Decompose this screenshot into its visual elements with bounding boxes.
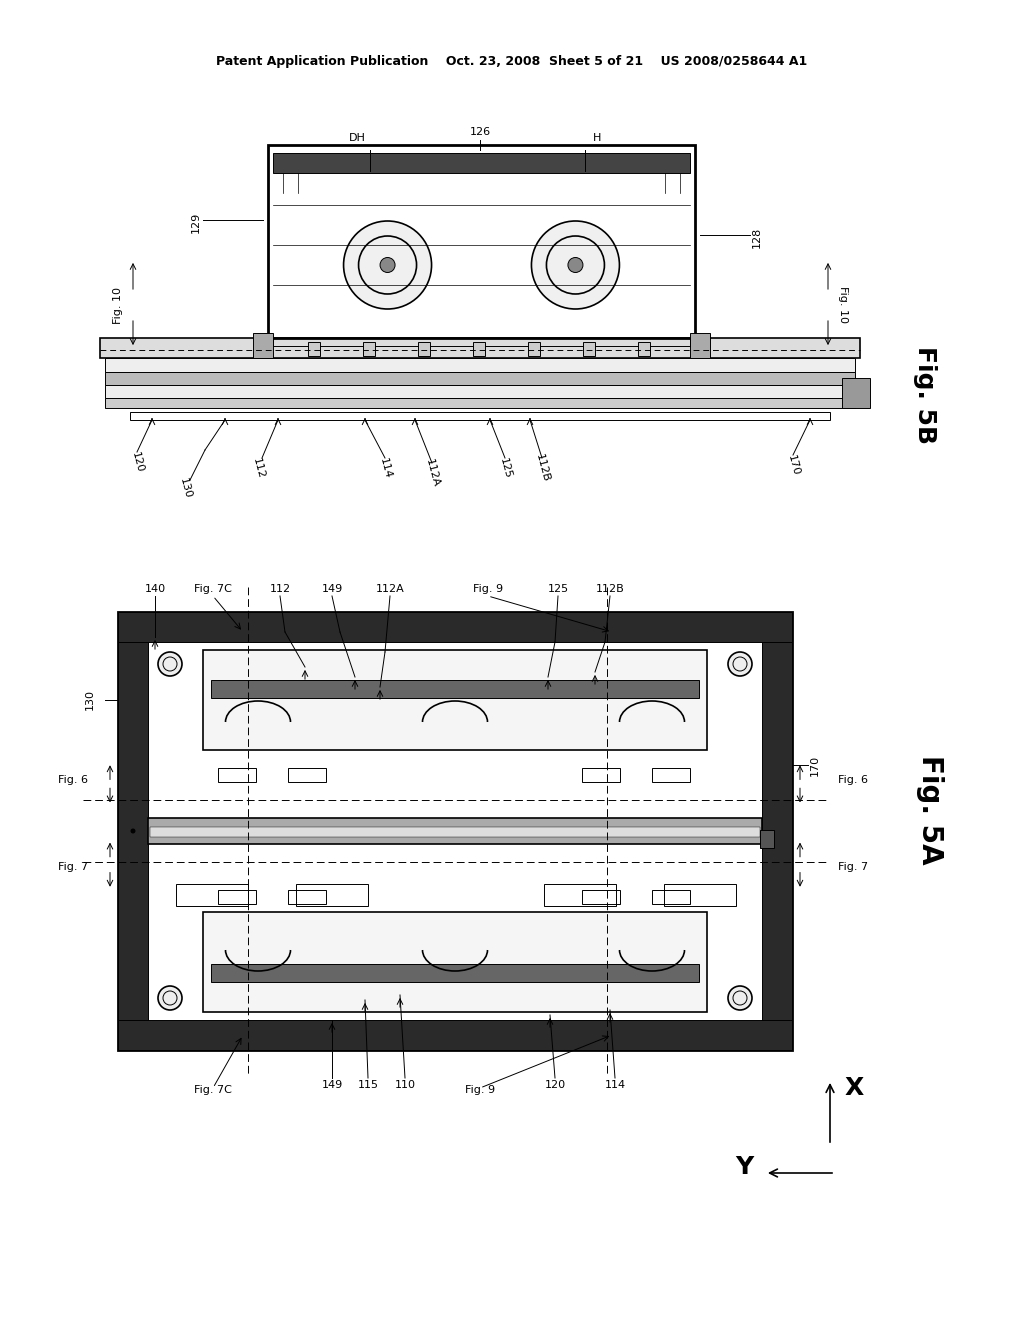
Text: 112B: 112B xyxy=(534,453,551,483)
Text: 114: 114 xyxy=(604,1080,626,1090)
Text: 120: 120 xyxy=(545,1080,565,1090)
Text: 125: 125 xyxy=(498,457,513,479)
Bar xyxy=(218,768,256,781)
Bar xyxy=(760,830,774,847)
Text: 112A: 112A xyxy=(376,583,404,594)
Text: X: X xyxy=(845,1076,864,1100)
Text: H: H xyxy=(593,133,602,143)
Text: DH: DH xyxy=(349,133,366,143)
Bar xyxy=(211,964,699,982)
Text: 125: 125 xyxy=(548,583,568,594)
Text: 149: 149 xyxy=(322,1080,343,1090)
Bar xyxy=(664,883,736,906)
Bar xyxy=(308,342,319,356)
Ellipse shape xyxy=(344,220,431,309)
Bar xyxy=(544,883,616,906)
Ellipse shape xyxy=(728,986,752,1010)
Text: 114: 114 xyxy=(378,457,392,479)
Bar xyxy=(273,338,690,346)
Bar xyxy=(638,342,650,356)
Text: 128: 128 xyxy=(752,226,762,248)
Bar xyxy=(118,612,792,642)
Text: Fig. 5A: Fig. 5A xyxy=(916,755,944,865)
Text: 112B: 112B xyxy=(596,583,625,594)
Text: Fig. 7C: Fig. 7C xyxy=(195,1085,232,1096)
Ellipse shape xyxy=(158,652,182,676)
Ellipse shape xyxy=(158,986,182,1010)
Bar xyxy=(105,358,855,372)
Text: 170: 170 xyxy=(785,454,801,477)
Text: 130: 130 xyxy=(177,477,193,499)
Bar xyxy=(118,612,792,1049)
Bar xyxy=(176,883,248,906)
Bar xyxy=(203,912,707,1012)
Text: Fig. 7: Fig. 7 xyxy=(58,862,88,871)
Text: 112A: 112A xyxy=(424,458,440,488)
Bar xyxy=(288,768,326,781)
Text: 120: 120 xyxy=(129,450,144,474)
Ellipse shape xyxy=(728,652,752,676)
Bar xyxy=(583,342,595,356)
Bar xyxy=(105,399,855,408)
Text: Y: Y xyxy=(735,1155,753,1179)
Bar xyxy=(528,342,540,356)
Text: Fig. 10: Fig. 10 xyxy=(113,286,123,323)
Bar xyxy=(418,342,430,356)
Bar xyxy=(842,378,870,408)
Bar xyxy=(150,828,760,837)
Bar xyxy=(652,890,690,904)
Text: Fig. 7: Fig. 7 xyxy=(838,862,868,871)
Ellipse shape xyxy=(130,829,135,833)
Text: Fig. 6: Fig. 6 xyxy=(58,775,88,785)
Bar xyxy=(105,385,855,399)
Bar xyxy=(130,412,830,420)
Text: 170: 170 xyxy=(810,755,820,776)
Text: 140: 140 xyxy=(144,583,166,594)
Text: Fig. 6: Fig. 6 xyxy=(838,775,868,785)
Bar xyxy=(148,818,762,843)
Text: 149: 149 xyxy=(322,583,343,594)
Text: 129: 129 xyxy=(191,211,201,232)
Text: Fig. 9: Fig. 9 xyxy=(473,583,503,594)
Text: 115: 115 xyxy=(357,1080,379,1090)
Bar xyxy=(296,883,368,906)
Bar xyxy=(652,768,690,781)
Text: Fig. 10: Fig. 10 xyxy=(838,286,848,323)
Text: Fig. 7C: Fig. 7C xyxy=(195,583,232,594)
Text: Fig. 9: Fig. 9 xyxy=(465,1085,495,1096)
Bar xyxy=(118,612,148,1049)
Bar xyxy=(105,372,855,385)
Bar xyxy=(473,342,485,356)
Text: 112: 112 xyxy=(251,457,265,479)
Ellipse shape xyxy=(568,257,583,272)
Ellipse shape xyxy=(380,257,395,272)
Bar xyxy=(762,612,792,1049)
Bar xyxy=(253,333,273,358)
Text: 110: 110 xyxy=(394,1080,416,1090)
Text: 126: 126 xyxy=(469,127,490,137)
Bar xyxy=(218,890,256,904)
Bar xyxy=(268,145,695,338)
Bar xyxy=(118,1020,792,1049)
Bar xyxy=(362,342,375,356)
Bar xyxy=(582,768,620,781)
Bar xyxy=(203,649,707,750)
Bar xyxy=(288,890,326,904)
Ellipse shape xyxy=(531,220,620,309)
Text: 112: 112 xyxy=(269,583,291,594)
Bar xyxy=(690,333,710,358)
Text: 130: 130 xyxy=(85,689,95,710)
Text: Patent Application Publication    Oct. 23, 2008  Sheet 5 of 21    US 2008/025864: Patent Application Publication Oct. 23, … xyxy=(216,55,808,69)
Bar xyxy=(273,153,690,173)
Text: Fig. 5B: Fig. 5B xyxy=(913,346,937,444)
Bar xyxy=(100,338,860,358)
Bar xyxy=(211,680,699,698)
Bar xyxy=(582,890,620,904)
